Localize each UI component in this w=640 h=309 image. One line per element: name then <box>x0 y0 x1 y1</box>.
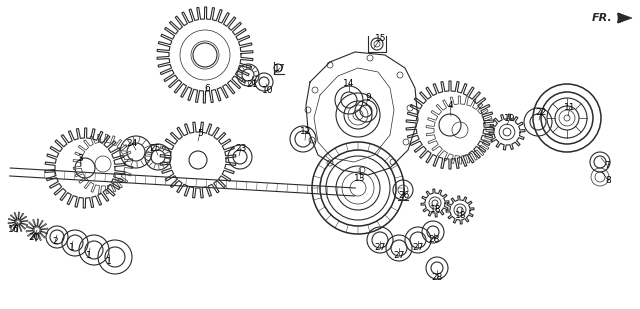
Text: 6: 6 <box>204 83 210 92</box>
Text: 1: 1 <box>69 243 75 252</box>
Text: 7: 7 <box>604 160 610 170</box>
Text: 8: 8 <box>605 176 611 184</box>
Polygon shape <box>618 13 632 23</box>
Text: 27: 27 <box>374 243 386 252</box>
Text: 18: 18 <box>430 205 442 214</box>
Text: 22: 22 <box>536 108 547 116</box>
Text: 5: 5 <box>197 129 203 138</box>
Text: 28: 28 <box>428 235 440 244</box>
Text: 1: 1 <box>106 256 112 265</box>
Text: 20: 20 <box>28 234 40 243</box>
Text: 9: 9 <box>365 92 371 101</box>
Text: 4: 4 <box>447 100 453 109</box>
Text: 19: 19 <box>504 113 516 122</box>
Text: 26: 26 <box>398 192 410 201</box>
Text: 10: 10 <box>262 86 274 95</box>
Text: 24: 24 <box>126 138 138 147</box>
Text: 15: 15 <box>375 33 387 43</box>
Text: 12: 12 <box>300 126 312 136</box>
Text: 28: 28 <box>431 273 443 282</box>
Text: 27: 27 <box>394 251 404 260</box>
Text: 27: 27 <box>412 243 424 252</box>
Text: 1: 1 <box>86 251 92 260</box>
Text: 23: 23 <box>236 143 246 153</box>
Text: 21: 21 <box>246 79 258 88</box>
Text: 25: 25 <box>149 143 161 153</box>
Text: 2: 2 <box>52 238 58 247</box>
Text: FR.: FR. <box>592 13 613 23</box>
Text: 14: 14 <box>343 78 355 87</box>
Text: 17: 17 <box>275 64 285 73</box>
Text: 13: 13 <box>355 173 365 183</box>
Text: 3: 3 <box>77 154 83 163</box>
Text: 16: 16 <box>8 226 20 235</box>
Text: 11: 11 <box>564 103 576 112</box>
Text: 18: 18 <box>455 211 467 221</box>
